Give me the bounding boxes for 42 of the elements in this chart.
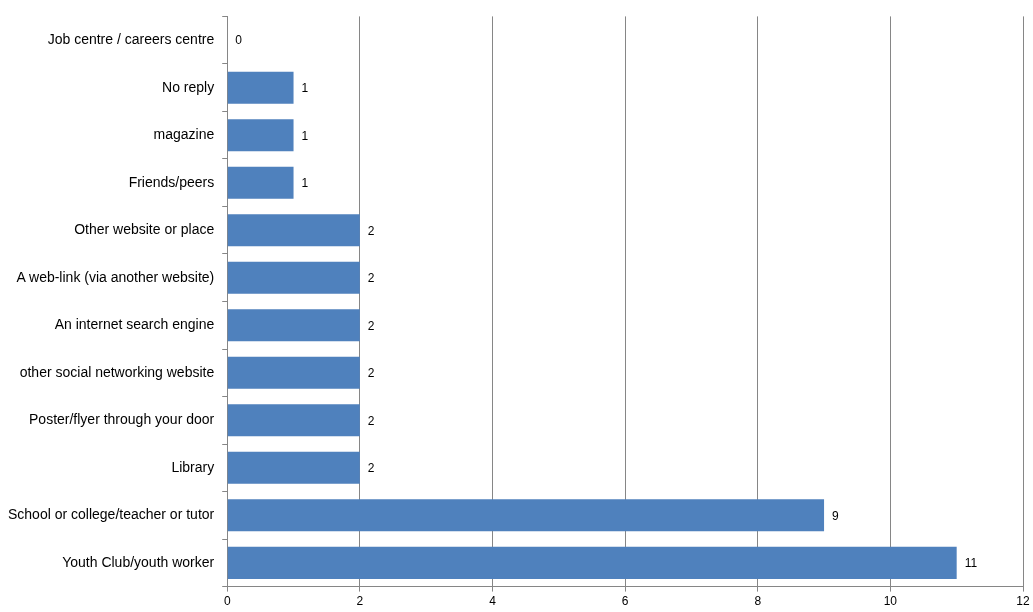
y-tick-label: A web-link (via another website): [16, 268, 215, 285]
data-label: 11: [964, 556, 978, 571]
data-label: 2: [367, 223, 375, 238]
y-tick-label: Youth Club/youth worker: [62, 553, 215, 570]
bar: [227, 404, 360, 437]
bar: [227, 214, 360, 247]
data-label: 2: [367, 271, 375, 286]
y-tick-label: Library: [171, 458, 215, 475]
data-label: 1: [301, 80, 309, 95]
x-tick-label: 10: [883, 594, 898, 609]
bar: [227, 451, 360, 484]
bar: [227, 166, 294, 199]
y-tick-label: other social networking website: [19, 363, 215, 380]
bar: [227, 119, 294, 152]
data-label: 2: [367, 413, 375, 428]
y-tick-label: School or college/teacher or tutor: [7, 506, 215, 523]
x-tick-label: 8: [754, 594, 762, 609]
y-tick-label: Other website or place: [74, 221, 215, 238]
data-label: 9: [832, 508, 840, 523]
x-tick-label: 6: [621, 594, 629, 609]
x-tick-label: 2: [356, 594, 364, 609]
x-tick-label: 12: [1016, 594, 1030, 609]
bar: [227, 499, 825, 532]
x-tick-label: 0: [223, 594, 231, 609]
y-tick-label: No reply: [162, 78, 215, 95]
data-label: 2: [367, 461, 375, 476]
bar: [227, 309, 360, 342]
data-label: 1: [301, 176, 309, 191]
y-tick-label: magazine: [153, 126, 215, 143]
bar: [227, 356, 360, 389]
bar: [227, 546, 957, 579]
data-label: 2: [367, 318, 375, 333]
data-label: 1: [301, 128, 309, 143]
y-tick-label: An internet search engine: [54, 316, 215, 333]
x-tick-label: 4: [489, 594, 497, 609]
data-label: 2: [367, 366, 375, 381]
y-tick-label: Poster/flyer through your door: [29, 411, 215, 428]
y-tick-label: Friends/peers: [128, 173, 215, 190]
data-label: 0: [235, 33, 243, 48]
bar: [227, 71, 294, 104]
y-tick-label: Job centre / careers centre: [47, 31, 215, 48]
bar: [227, 261, 360, 294]
